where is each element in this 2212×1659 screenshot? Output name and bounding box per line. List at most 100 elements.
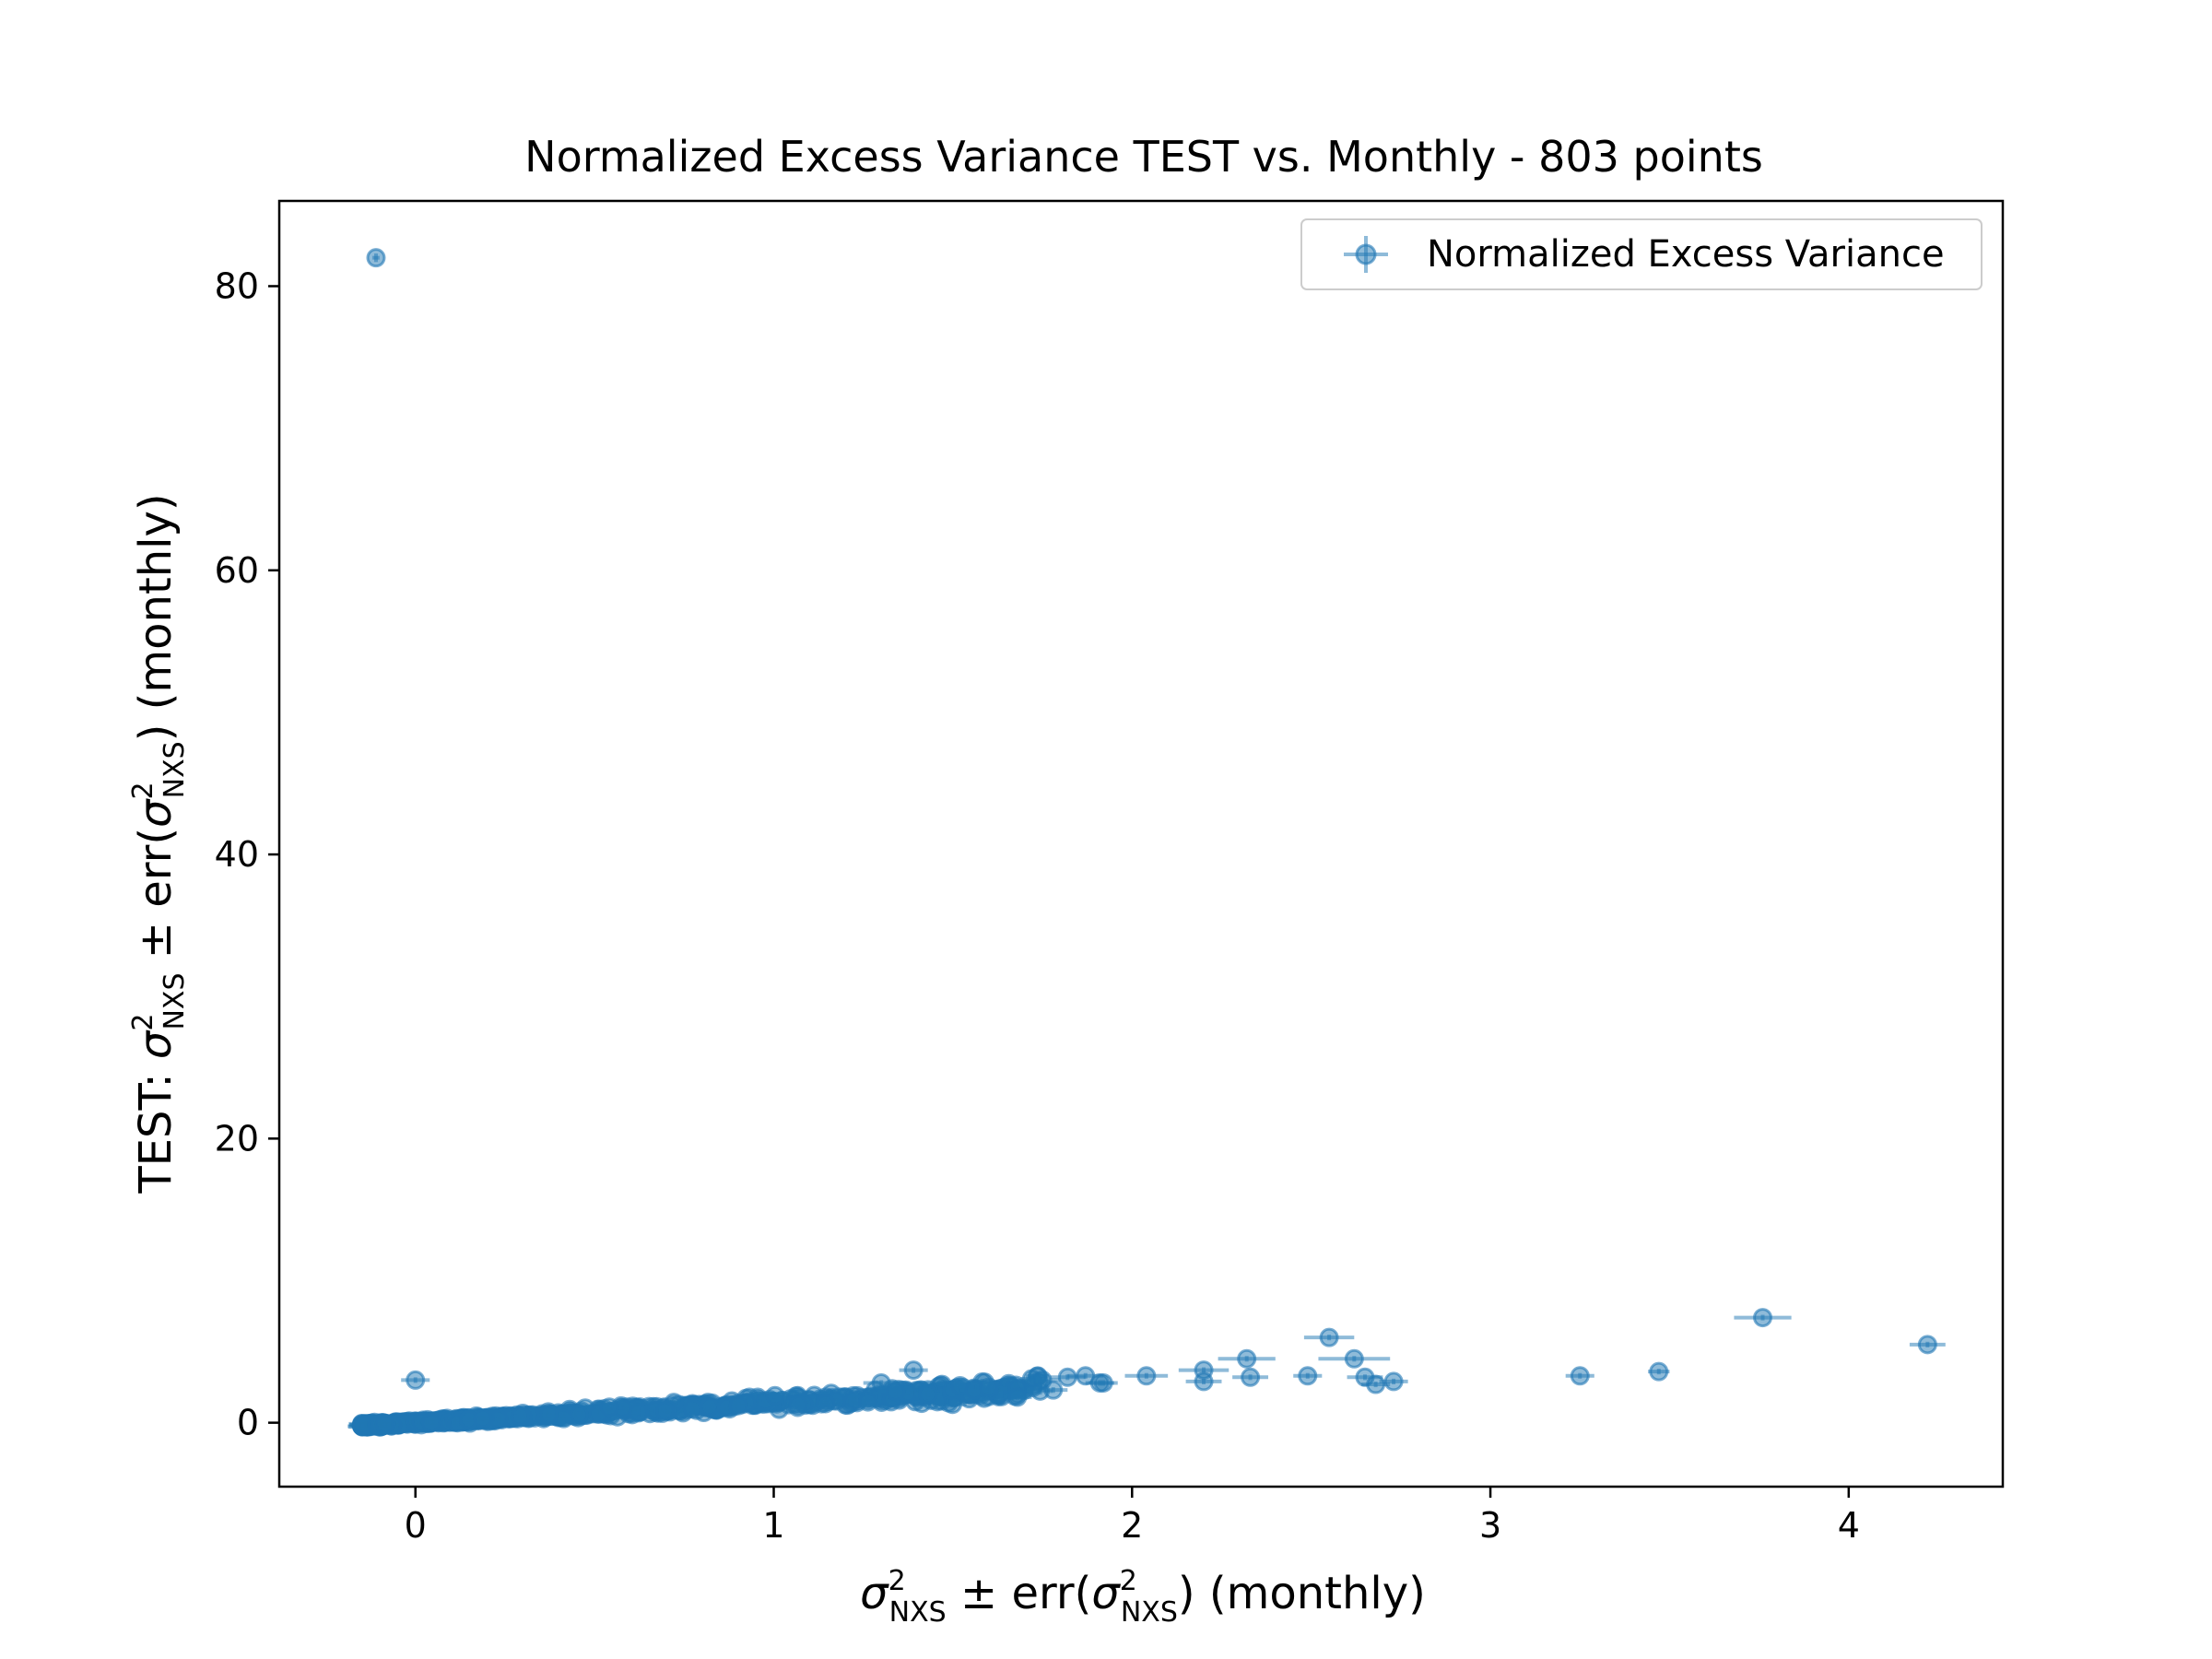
data-point — [877, 1382, 914, 1402]
marker — [979, 1377, 999, 1397]
plot-area — [279, 201, 2003, 1487]
legend-dot — [1355, 243, 1377, 265]
marker — [1383, 1371, 1404, 1392]
marker — [421, 1412, 441, 1432]
data-point — [366, 248, 386, 268]
data-point — [1088, 1372, 1118, 1393]
y-label-lead: TEST: — [130, 1059, 182, 1194]
data-point — [785, 1394, 811, 1415]
x-label-sup-2: 2 — [1120, 1565, 1137, 1597]
data-point — [1379, 1371, 1408, 1392]
marker — [728, 1395, 748, 1416]
data-point — [569, 1405, 589, 1425]
y-axis-label: TEST: σ2NXS ± err(σ2NXS) (monthly) — [127, 493, 191, 1194]
data-point — [1565, 1366, 1594, 1386]
data-point — [913, 1384, 943, 1405]
marker — [765, 1385, 785, 1406]
data-point — [1003, 1387, 1032, 1407]
y-label-sigma: σ — [130, 1030, 182, 1059]
data-point — [815, 1394, 837, 1414]
legend-box — [1300, 218, 1983, 290]
marker — [599, 1397, 619, 1418]
marker — [918, 1384, 938, 1405]
marker — [1007, 1387, 1028, 1407]
marker — [473, 1408, 493, 1429]
x-tick-label: 0 — [405, 1505, 427, 1546]
marker — [788, 1394, 808, 1415]
marker — [374, 1414, 394, 1434]
data-point — [1648, 1361, 1670, 1382]
y-tick-label: 80 — [215, 265, 259, 306]
data-point — [1734, 1308, 1792, 1328]
marker — [1093, 1372, 1113, 1393]
data-point — [1185, 1371, 1222, 1392]
data-layer — [347, 248, 1946, 1437]
data-point — [858, 1392, 878, 1412]
data-point — [1124, 1366, 1169, 1386]
marker — [406, 1370, 426, 1390]
data-point — [682, 1399, 702, 1419]
marker — [1237, 1348, 1257, 1369]
data-point — [728, 1395, 748, 1416]
y-label-sub: NXS — [159, 973, 191, 1030]
marker — [1319, 1327, 1339, 1347]
data-point — [510, 1406, 530, 1426]
data-point — [595, 1397, 623, 1418]
x-axis-ticks: 0 1 2 3 4 — [405, 1487, 1860, 1546]
data-point — [700, 1396, 720, 1417]
y-label-sigma-2: σ — [130, 798, 182, 828]
x-label-sigma-2: σ — [1091, 1568, 1121, 1619]
y-tick-label: 0 — [237, 1403, 259, 1443]
data-point — [1303, 1327, 1355, 1347]
marker — [700, 1396, 720, 1417]
data-point — [1218, 1348, 1276, 1369]
data-point — [763, 1385, 787, 1406]
legend-marker — [1344, 236, 1388, 273]
y-tick-label: 20 — [215, 1118, 259, 1159]
chart-title: Normalized Excess Variance TEST vs. Mont… — [524, 132, 1763, 182]
marker — [816, 1394, 836, 1414]
x-label-suffix: ) (monthly) — [1178, 1568, 1426, 1619]
y-tick-label: 60 — [215, 550, 259, 591]
data-point — [1909, 1335, 1946, 1355]
marker — [1241, 1367, 1261, 1387]
data-point — [653, 1401, 677, 1421]
marker — [569, 1405, 589, 1425]
data-point — [473, 1408, 493, 1429]
marker — [1136, 1366, 1157, 1386]
y-label-suffix: ) (monthly) — [130, 493, 182, 741]
marker — [1366, 1374, 1386, 1394]
data-point — [538, 1405, 559, 1425]
x-label-sup: 2 — [888, 1565, 906, 1597]
x-label-sub: NXS — [889, 1596, 947, 1629]
x-tick-label: 4 — [1838, 1505, 1860, 1546]
x-tick-label: 1 — [762, 1505, 784, 1546]
marker — [1649, 1361, 1669, 1382]
marker — [1344, 1348, 1364, 1369]
data-point — [899, 1360, 928, 1381]
legend: Normalized Excess Variance — [1300, 218, 1983, 290]
marker — [510, 1406, 530, 1426]
x-label-middle: ± err( — [947, 1568, 1092, 1619]
marker — [655, 1401, 676, 1421]
data-point — [421, 1412, 441, 1432]
marker — [903, 1360, 924, 1381]
y-tick-label: 40 — [215, 834, 259, 875]
data-point — [1232, 1367, 1269, 1387]
marker — [1570, 1366, 1590, 1386]
marker — [1917, 1335, 1937, 1355]
marker — [1043, 1380, 1064, 1400]
data-point — [1039, 1380, 1068, 1400]
marker — [858, 1392, 878, 1412]
y-label-sup: 2 — [127, 1014, 159, 1031]
x-label-sigma: σ — [860, 1568, 889, 1619]
data-point — [628, 1403, 650, 1423]
x-axis-label: σ2 NXS ± err(σ2 NXS) (monthly) — [860, 1565, 1426, 1629]
marker — [629, 1403, 649, 1423]
marker — [538, 1405, 559, 1425]
data-point — [1024, 1370, 1061, 1390]
marker — [1298, 1366, 1318, 1386]
y-label-sup-2: 2 — [127, 782, 159, 799]
marker — [366, 248, 386, 268]
